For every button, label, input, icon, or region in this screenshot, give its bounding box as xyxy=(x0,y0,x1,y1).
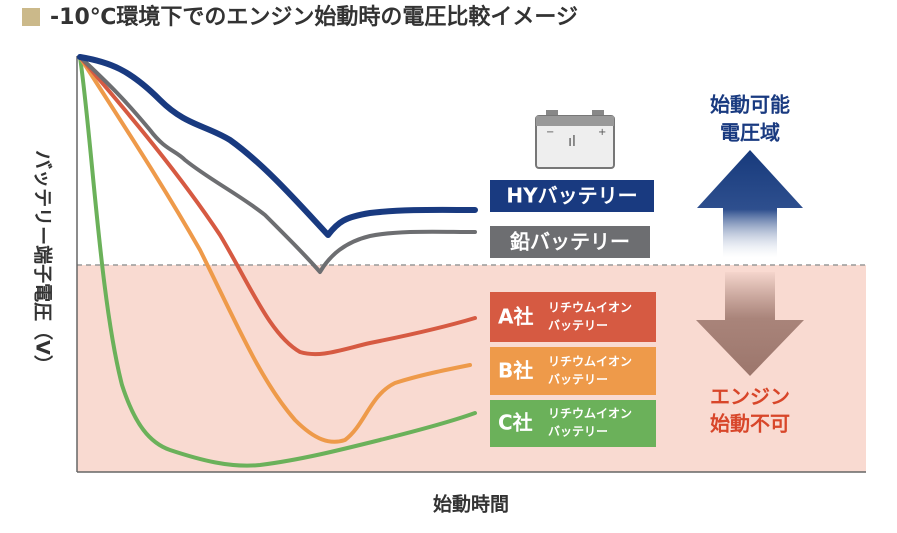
title-marker xyxy=(22,8,40,26)
curve-hy xyxy=(77,54,478,238)
down-arrow xyxy=(696,272,804,376)
curve-c xyxy=(78,55,477,468)
up-arrow xyxy=(697,150,803,258)
label-box-b xyxy=(490,347,656,395)
label-box-lead xyxy=(490,226,650,258)
ok-zone-text: 電圧域 xyxy=(720,121,780,145)
curve-a xyxy=(78,55,477,357)
label-a: A社 xyxy=(498,305,533,329)
label-lead: 鉛バッテリー xyxy=(510,230,630,254)
x-axis-label: 始動時間 xyxy=(433,493,509,516)
curve-lead xyxy=(78,55,477,274)
ok-zone-text: 始動可能 xyxy=(710,93,790,117)
sublabel-a: バッテリー xyxy=(548,319,608,333)
sublabel-c: リチウムイオン xyxy=(548,407,632,421)
y-axis-label: バッテリー端子電圧（V） xyxy=(32,150,55,374)
curve-b xyxy=(78,55,472,444)
sublabel-a: リチウムイオン xyxy=(548,301,632,315)
label-c: C社 xyxy=(498,411,533,435)
label-box-hy xyxy=(490,180,654,212)
svg-text:+: + xyxy=(598,127,606,138)
ng-zone-text: 始動不可 xyxy=(710,412,790,436)
svg-text:−: − xyxy=(546,127,554,138)
sublabel-b: バッテリー xyxy=(548,373,608,387)
label-box-a xyxy=(490,292,656,342)
label-hy: HYバッテリー xyxy=(506,184,637,208)
sublabel-c: バッテリー xyxy=(548,425,608,439)
label-box-c xyxy=(490,400,656,447)
label-b: B社 xyxy=(498,359,533,383)
battery-icon: ıl − + xyxy=(535,110,615,169)
sublabel-b: リチウムイオン xyxy=(548,355,632,369)
title: -10℃環境下でのエンジン始動時の電圧比較イメージ xyxy=(50,4,578,30)
svg-text:ıl: ıl xyxy=(568,134,576,150)
ng-zone-text: エンジン xyxy=(710,385,790,409)
